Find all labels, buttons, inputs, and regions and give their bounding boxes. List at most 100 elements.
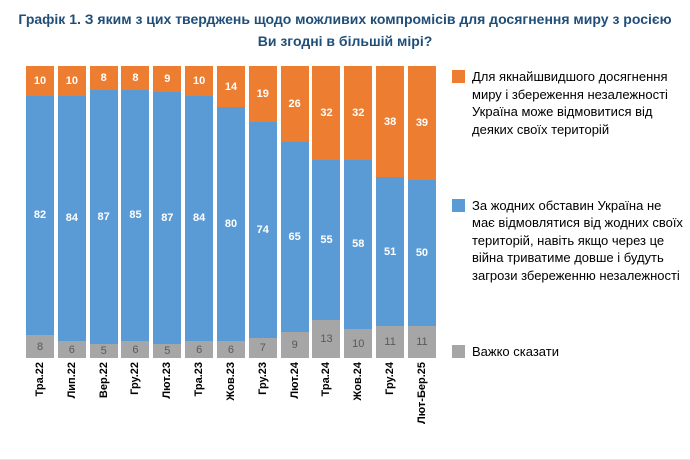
bar-segment: 87 [153, 92, 182, 344]
bar-segment: 84 [185, 95, 214, 341]
bar-segment: 5 [153, 343, 182, 359]
chart-area: 10 82 8 10 84 6 8 87 5 8 85 6 9 87 5 10 84 6 14 80 6 19 74 7 26 6… [0, 66, 690, 454]
bar-segment: 5 [89, 343, 118, 359]
bar-column: 10 84 6 [57, 66, 86, 359]
x-axis-label: Вер.22 [97, 362, 110, 399]
bar-segment: 8 [26, 335, 54, 359]
value-label: 6 [68, 343, 75, 356]
x-axis-label: Гру.23 [256, 362, 269, 396]
value-label: 10 [352, 337, 365, 350]
bar-segment: 55 [312, 159, 341, 321]
bar-column: 8 85 6 [121, 66, 150, 359]
legend-label: Важко сказати [472, 343, 559, 359]
bar-column: 10 82 8 [26, 66, 54, 359]
value-label: 11 [416, 336, 428, 349]
bar-segment: 85 [121, 89, 150, 341]
legend: Для якнайшвидшого досягнення миру і збер… [452, 66, 684, 360]
x-axis-label-cell: Лют.24 [281, 362, 309, 454]
x-axis-labels: Тра.22 Лип.22 Вер.22 Гру.22 Лют.23 Тра.23 Жов.… [26, 362, 436, 454]
x-axis-label-cell: Тра.23 [185, 362, 213, 454]
bar-column: 39 50 11 [407, 66, 436, 359]
value-label: 13 [320, 333, 333, 346]
legend-label: За жодних обставин Україна не має відмов… [472, 197, 683, 284]
x-axis-label: Тра.23 [193, 362, 206, 397]
bar-segment: 32 [312, 66, 341, 160]
legend-item: Важко сказати [452, 343, 684, 361]
bar-column: 38 51 11 [376, 66, 405, 359]
bar-segment: 10 [26, 66, 54, 96]
value-label: 8 [132, 72, 139, 85]
bar-column: 9 87 5 [153, 66, 182, 359]
value-label: 10 [33, 74, 47, 87]
bar-column: 8 87 5 [89, 66, 118, 359]
value-label: 82 [33, 209, 47, 222]
x-axis-label-cell: Вер.22 [90, 362, 118, 454]
value-label: 19 [256, 88, 269, 101]
bar-segment: 10 [57, 66, 86, 96]
bar-column: 14 80 6 [216, 66, 245, 359]
bar-column: 32 55 13 [312, 66, 341, 359]
bar-segment: 51 [376, 177, 405, 327]
chart-title: Графік 1. З яким з цих тверджень щодо мо… [18, 11, 672, 49]
x-axis-label-cell: Тра.22 [26, 362, 54, 454]
value-label: 74 [256, 223, 269, 236]
bar-segment: 8 [121, 66, 150, 90]
x-axis-label: Лют-Бер.25 [415, 362, 428, 425]
bar-segment: 11 [376, 326, 405, 359]
value-label: 32 [320, 107, 333, 120]
value-label: 80 [224, 218, 238, 231]
value-label: 5 [100, 345, 107, 358]
bar-segment: 38 [376, 66, 405, 178]
bar-segment: 7 [248, 337, 277, 359]
value-label: 9 [291, 339, 298, 352]
legend-label: Для якнайшвидшого досягнення миру і збер… [472, 69, 668, 138]
bar-segment: 50 [407, 180, 436, 327]
value-label: 9 [164, 73, 171, 86]
value-label: 85 [129, 209, 142, 222]
bar-segment: 6 [121, 340, 150, 359]
bar-segment: 10 [344, 329, 373, 359]
bar-segment: 65 [280, 142, 309, 333]
bar-segment: 13 [312, 320, 341, 359]
bar-segment: 10 [185, 66, 214, 96]
value-label: 39 [415, 117, 429, 130]
value-label: 10 [65, 74, 78, 87]
x-axis-label: Лип.22 [65, 362, 78, 399]
legend-swatch-icon [452, 344, 465, 358]
value-label: 7 [259, 342, 266, 355]
x-axis-label: Лют.23 [161, 362, 174, 399]
value-label: 6 [227, 343, 235, 356]
x-axis-label-cell: Гру.24 [376, 362, 404, 454]
bar-segment: 74 [248, 121, 277, 338]
legend-swatch-icon [452, 198, 465, 212]
x-axis-label-cell: Тра.24 [312, 362, 340, 454]
x-axis-label-cell: Жов.24 [344, 362, 372, 454]
value-label: 87 [161, 212, 174, 225]
bar-segment: 80 [216, 107, 245, 341]
value-label: 10 [193, 74, 206, 87]
bar-segment: 39 [407, 66, 436, 181]
value-label: 6 [132, 343, 139, 356]
stacked-bars: 10 82 8 10 84 6 8 87 5 8 85 6 9 87 5 10 84 6 14 80 6 19 74 7 26 6… [26, 66, 436, 359]
bar-segment: 82 [26, 95, 54, 335]
x-axis-label: Жов.23 [224, 362, 237, 401]
value-label: 65 [288, 231, 301, 244]
bar-segment: 9 [280, 332, 309, 359]
bar-segment: 26 [280, 66, 309, 143]
bar-segment: 87 [89, 89, 118, 344]
x-axis-label: Гру.22 [129, 362, 142, 396]
bar-segment: 6 [57, 340, 86, 359]
legend-swatch-icon [452, 70, 465, 84]
bar-column: 26 65 9 [280, 66, 309, 359]
x-axis-label-cell: Гру.23 [249, 362, 277, 454]
plot-area: 10 82 8 10 84 6 8 87 5 8 85 6 9 87 5 10 84 6 14 80 6 19 74 7 26 6… [26, 66, 436, 454]
x-axis-label: Тра.22 [34, 362, 46, 397]
bar-column: 19 74 7 [248, 66, 277, 359]
value-label: 11 [384, 336, 396, 349]
bar-segment: 32 [344, 66, 373, 160]
bar-segment: 9 [153, 66, 182, 93]
x-axis-label: Жов.24 [352, 362, 365, 401]
value-label: 55 [320, 234, 333, 247]
value-label: 8 [100, 72, 107, 85]
